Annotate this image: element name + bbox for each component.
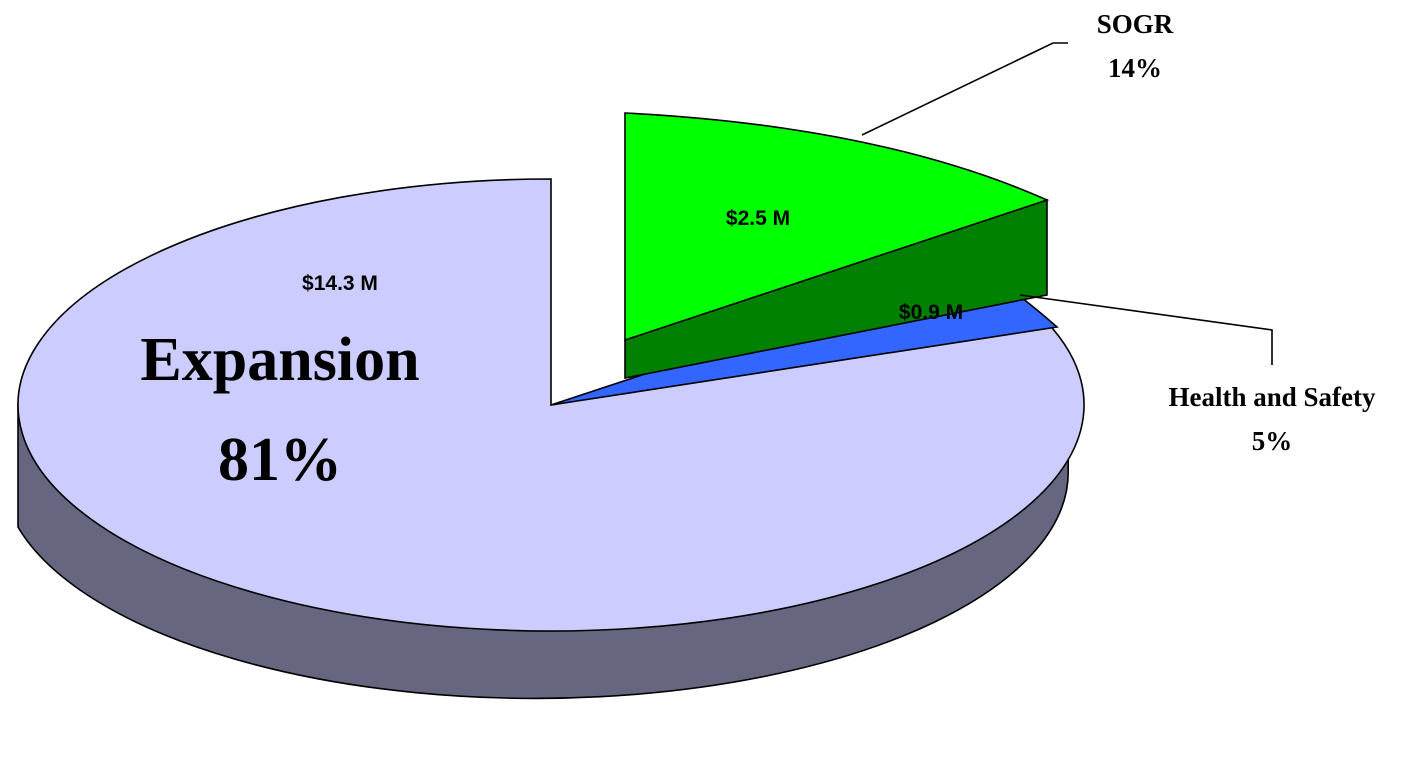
percent-label-sogr: 14% <box>1108 53 1162 83</box>
value-label-health-and-safety: $0.9 M <box>899 301 963 324</box>
percent-label-expansion: 81% <box>218 426 342 494</box>
value-label-expansion: $14.3 M <box>302 272 378 295</box>
pie-slice-sogr <box>624 112 1050 342</box>
category-label-sogr: SOGR <box>1097 9 1174 39</box>
percent-label-health-and-safety: 5% <box>1252 426 1293 456</box>
leader-line-sogr <box>861 42 1068 136</box>
value-label-sogr: $2.5 M <box>726 207 790 230</box>
category-label-health-and-safety: Health and Safety <box>1168 382 1376 412</box>
leader-line-health-and-safety <box>1019 294 1273 365</box>
category-label-expansion: Expansion <box>140 326 419 394</box>
